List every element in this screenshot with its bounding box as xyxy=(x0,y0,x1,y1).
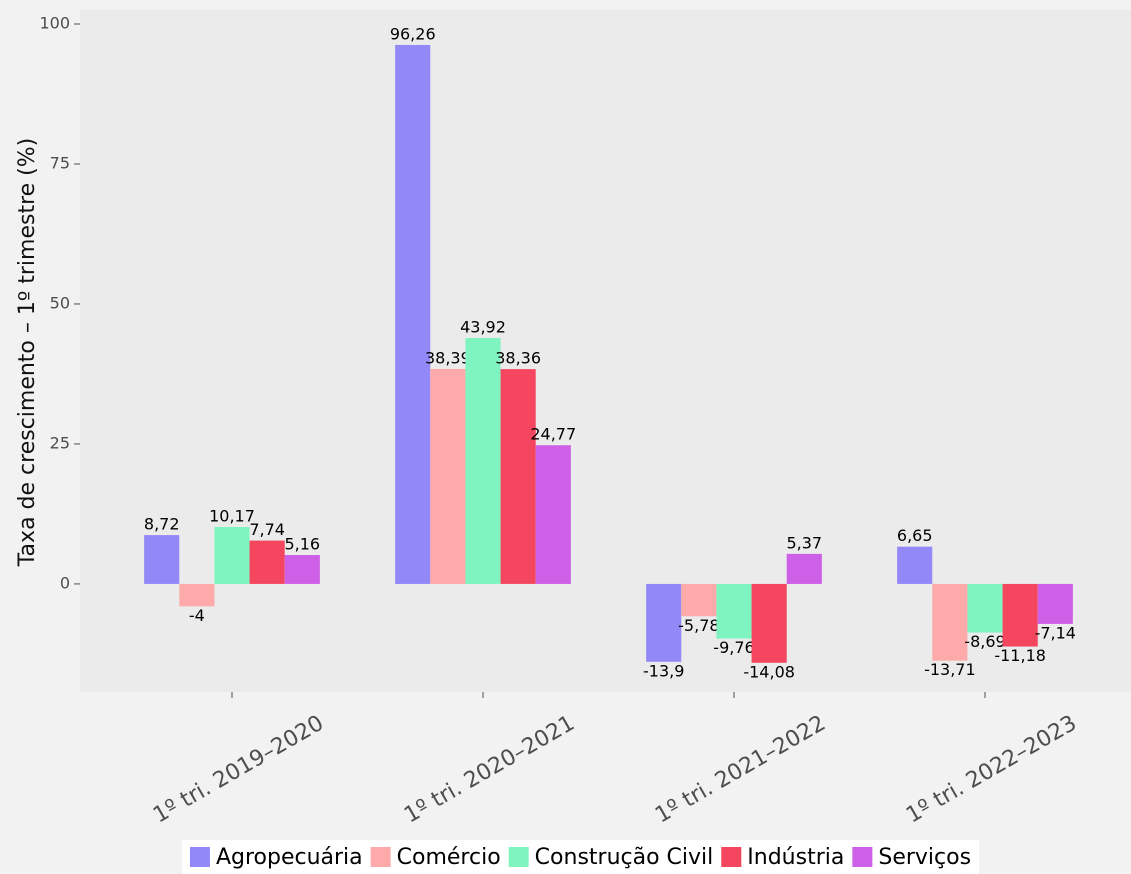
value-label: 24,77 xyxy=(530,425,576,444)
y-tick-label: 100 xyxy=(39,13,70,32)
value-label: 38,39 xyxy=(425,348,471,367)
y-tick-label: 75 xyxy=(50,153,70,172)
y-axis-label: Taxa de crescimento – 1º trimestre (%) xyxy=(15,138,40,567)
value-label: -13,9 xyxy=(643,661,684,680)
bar xyxy=(1037,583,1073,624)
y-tick-label: 0 xyxy=(60,573,70,592)
value-label: 7,74 xyxy=(249,520,285,539)
bar xyxy=(500,369,536,584)
bar xyxy=(214,526,250,584)
value-label: -14,08 xyxy=(743,662,795,681)
bar xyxy=(465,338,501,584)
bar xyxy=(932,583,968,661)
legend-swatch xyxy=(189,847,210,867)
value-label: 43,92 xyxy=(460,318,506,337)
value-label: 8,72 xyxy=(144,515,180,534)
value-label: 38,36 xyxy=(495,349,541,368)
bar xyxy=(751,583,787,663)
legend: Agropecuária Comércio Construção Civil Indú… xyxy=(189,845,971,870)
bar xyxy=(786,553,822,584)
y-tick-label: 25 xyxy=(50,433,70,452)
value-label: -11,18 xyxy=(994,646,1046,665)
bar xyxy=(681,583,717,617)
bar xyxy=(144,535,180,584)
value-label: 6,65 xyxy=(897,526,933,545)
legend-swatch xyxy=(852,847,873,867)
value-label: -9,76 xyxy=(713,638,754,657)
legend-label: Serviços xyxy=(878,845,971,870)
value-label: -4 xyxy=(189,606,205,625)
bar xyxy=(1002,583,1038,647)
value-label: -5,78 xyxy=(678,616,719,635)
bar xyxy=(897,546,933,584)
value-label: 10,17 xyxy=(209,506,255,525)
value-label: -13,71 xyxy=(924,660,976,679)
value-label: 5,16 xyxy=(284,535,320,554)
value-label: 5,37 xyxy=(786,533,822,552)
legend-swatch xyxy=(508,847,529,867)
legend-swatch xyxy=(370,847,391,867)
bar xyxy=(716,583,752,639)
y-tick-label: 50 xyxy=(50,293,70,312)
value-label: 96,26 xyxy=(390,24,436,43)
bar xyxy=(646,583,682,662)
legend-swatch xyxy=(721,847,742,867)
legend-box xyxy=(181,840,980,874)
bar xyxy=(395,44,431,584)
value-label: -7,14 xyxy=(1035,623,1076,642)
legend-label: Construção Civil xyxy=(535,845,714,870)
bar xyxy=(284,555,320,584)
value-label: -8,69 xyxy=(964,632,1005,651)
bar xyxy=(179,583,215,607)
legend-label: Comércio xyxy=(397,845,501,870)
bar xyxy=(967,583,1003,633)
legend-label: Agropecuária xyxy=(216,845,363,870)
legend-label: Indústria xyxy=(747,845,844,870)
bar xyxy=(249,540,285,584)
bar xyxy=(535,445,571,584)
bar xyxy=(430,368,466,584)
